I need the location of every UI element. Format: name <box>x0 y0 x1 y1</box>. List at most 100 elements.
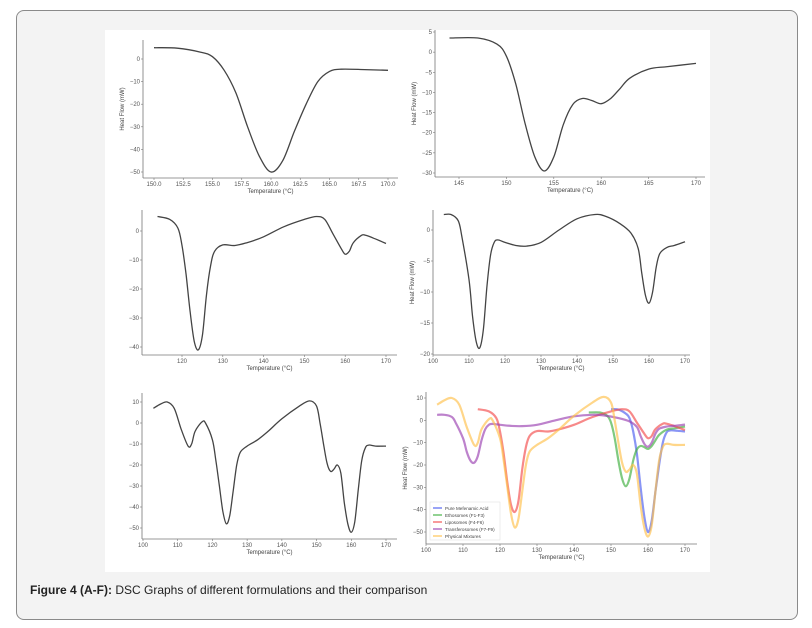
series-line <box>449 36 697 172</box>
series-line <box>157 215 387 351</box>
y-tick-label: −20 <box>422 131 433 137</box>
x-tick-label: 155 <box>549 181 560 187</box>
series-line <box>153 47 389 173</box>
y-tick-label: −10 <box>420 290 431 296</box>
y-tick-label: −40 <box>129 505 140 511</box>
caption-label: Figure 4 (A-F): <box>30 583 112 597</box>
x-tick-label: 120 <box>207 543 218 549</box>
y-tick-label: 0 <box>429 50 433 56</box>
y-tick-label: 0 <box>137 57 141 63</box>
x-tick-label: 160 <box>644 359 655 365</box>
x-tick-label: 150 <box>608 359 619 365</box>
x-axis-label: Temperature (°C) <box>246 550 292 556</box>
x-tick-label: 165.0 <box>322 182 338 188</box>
x-axis-label: Temperature (°C) <box>547 188 593 194</box>
x-tick-label: 170 <box>680 548 691 554</box>
x-tick-label: 150.0 <box>146 182 162 188</box>
series-line-pure-mefenamic-acid <box>610 408 686 534</box>
caption-text: DSC Graphs of different formulations and… <box>112 583 428 597</box>
y-tick-label: −10 <box>413 441 424 447</box>
x-tick-label: 140 <box>259 359 270 365</box>
series-line-transferosomes-f7-f9- <box>437 413 686 465</box>
x-tick-label: 140 <box>277 543 288 549</box>
x-tick-label: 100 <box>138 543 149 549</box>
x-tick-label: 160 <box>643 548 654 554</box>
y-tick-label: 0 <box>136 421 140 427</box>
panel-C: 120 130 140 150 160 170 0 −10 −20 −30 −40 Temperatu… <box>129 210 397 372</box>
x-tick-label: 110 <box>464 359 474 365</box>
y-tick-label: −20 <box>130 102 141 108</box>
x-tick-label: 150 <box>501 181 512 187</box>
x-tick-label: 120 <box>500 359 511 365</box>
x-tick-label: 162.5 <box>293 182 309 188</box>
legend-label: Liposomes (F4-F6) <box>445 520 484 525</box>
y-tick-label: −50 <box>129 526 140 532</box>
x-tick-label: 110 <box>458 548 468 554</box>
legend-label: Physical Mixtures <box>445 534 481 539</box>
y-tick-label: −15 <box>422 111 433 117</box>
x-tick-label: 150 <box>312 543 323 549</box>
y-tick-label: −20 <box>413 463 424 469</box>
y-tick-label: −25 <box>422 151 433 157</box>
x-axis-label: Temperature (°C) <box>538 366 584 372</box>
x-tick-label: 160 <box>346 543 357 549</box>
y-tick-label: −40 <box>130 147 141 153</box>
y-axis-label: Heat Flow (mW) <box>410 261 416 304</box>
y-tick-label: −20 <box>420 352 431 358</box>
x-tick-label: 160 <box>596 181 607 187</box>
x-axis-label: Temperature (°C) <box>538 555 584 561</box>
x-tick-label: 160 <box>340 359 351 365</box>
x-tick-label: 130 <box>532 548 543 554</box>
x-tick-label: 145 <box>454 181 465 187</box>
x-tick-label: 120 <box>177 359 188 365</box>
y-tick-label: −30 <box>422 171 433 177</box>
x-tick-label: 157.5 <box>234 182 250 188</box>
y-tick-label: −30 <box>129 484 140 490</box>
y-tick-label: −50 <box>413 530 424 536</box>
y-tick-label: −10 <box>422 90 433 96</box>
x-tick-label: 110 <box>173 543 183 549</box>
y-tick-label: −10 <box>129 442 140 448</box>
y-tick-label: 0 <box>420 418 424 424</box>
y-tick-label: −15 <box>420 321 431 327</box>
legend-label: Pure Mefenamic Acid <box>445 506 489 511</box>
legend: Pure Mefenamic Acid Ethosomes (F1-F3) Lipo… <box>429 501 501 541</box>
x-tick-label: 170 <box>381 543 392 549</box>
y-tick-label: −5 <box>423 259 431 265</box>
x-tick-label: 100 <box>428 359 439 365</box>
y-tick-label: 0 <box>136 229 140 235</box>
y-tick-label: −20 <box>129 287 140 293</box>
x-tick-label: 150 <box>299 359 310 365</box>
y-axis-label: Heat Flow (mW) <box>403 446 409 489</box>
x-tick-label: 140 <box>572 359 583 365</box>
series-line <box>443 213 686 350</box>
y-tick-label: −40 <box>129 345 140 351</box>
x-tick-label: 170 <box>680 359 691 365</box>
x-tick-label: 150 <box>606 548 617 554</box>
x-tick-label: 120 <box>495 548 506 554</box>
y-axis-label: Heat Flow (mW) <box>120 87 126 130</box>
x-tick-label: 130 <box>218 359 229 365</box>
y-tick-label: −30 <box>413 485 424 491</box>
y-axis-label: Heat Flow (mW) <box>412 82 418 125</box>
x-tick-label: 167.5 <box>351 182 367 188</box>
panel-E: 100 110 120 130 140 150 160 170100−10−20−30−40−… <box>129 393 397 556</box>
y-tick-label: −40 <box>413 508 424 514</box>
panel-B: 145 150 155 160 165 170 5 0 −5 −10 −15 −20 −25 −30 Tem… <box>412 30 705 194</box>
panel-D: 100 110 120 130 140 150 160 170 0 −5 −10 −15 −20 Temp… <box>410 210 691 372</box>
x-tick-label: 170 <box>381 359 392 365</box>
x-tick-label: 100 <box>421 548 432 554</box>
x-tick-label: 160.0 <box>263 182 279 188</box>
legend-label: Transferosomes (F7-F9) <box>445 527 495 532</box>
x-tick-label: 170.0 <box>380 182 396 188</box>
x-axis-label: Temperature (°C) <box>246 366 292 372</box>
series-line-physical-mixtures <box>436 395 686 538</box>
figure-caption: Figure 4 (A-F): DSC Graphs of different … <box>30 583 427 597</box>
y-tick-label: −50 <box>130 170 141 176</box>
y-tick-label: −10 <box>130 80 141 86</box>
y-tick-label: −5 <box>425 70 433 76</box>
panel-A: 150.0 152.5 155.0 157.5 160.0 162.5 165.0 167.5… <box>120 40 398 195</box>
y-tick-label: −10 <box>129 258 140 264</box>
series-line <box>153 400 387 533</box>
